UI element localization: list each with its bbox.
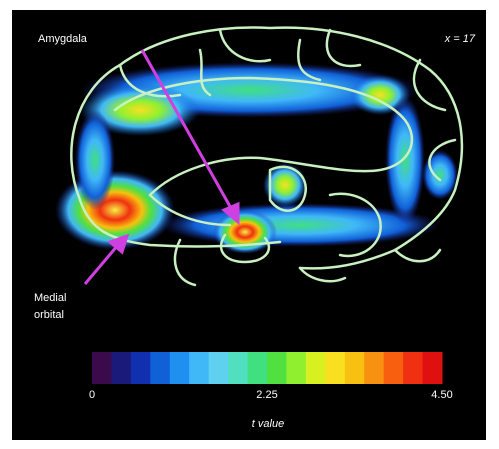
colorbar-segment xyxy=(92,352,112,384)
annotation: Amygdala xyxy=(38,33,88,45)
colorbar-segment xyxy=(189,352,210,384)
colorbar-segment xyxy=(267,352,287,384)
tick-label: 0 xyxy=(89,389,95,401)
colorbar-label: t value xyxy=(252,418,284,430)
colorbar-segment xyxy=(111,352,132,384)
arrows xyxy=(83,49,240,285)
tick-label: 2.25 xyxy=(256,389,277,401)
colorbar-segment xyxy=(305,352,326,384)
colorbar-segment xyxy=(383,352,404,384)
colorbar-segment xyxy=(228,352,249,384)
colorbar-segment xyxy=(247,352,268,384)
brain-outline xyxy=(70,26,464,287)
colorbar-segment xyxy=(286,352,307,384)
colorbar-segment xyxy=(130,352,151,384)
annotation: x = 17 xyxy=(444,33,476,45)
colorbar: 0 2.25 4.50 xyxy=(89,352,453,401)
tick-label: 4.50 xyxy=(431,389,452,401)
colorbar-segment xyxy=(344,352,365,384)
colorbar-segment xyxy=(169,352,190,384)
colorbar-segment xyxy=(364,352,385,384)
colorbar-segment xyxy=(422,352,443,384)
colorbar-segment xyxy=(150,352,171,384)
colorbar-segment xyxy=(403,352,424,384)
colorbar-segment xyxy=(325,352,346,384)
annotation: Medial xyxy=(34,292,66,304)
colorbar-segment xyxy=(208,352,229,384)
annotation: orbital xyxy=(34,309,64,321)
activation xyxy=(55,62,458,254)
